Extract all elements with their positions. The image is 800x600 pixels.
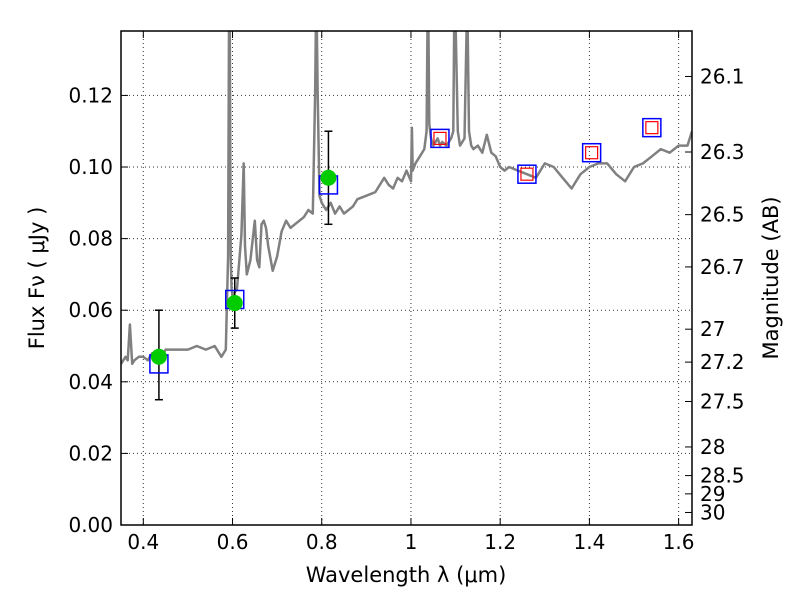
synthetic-square-marker bbox=[433, 131, 447, 145]
model-square-marker bbox=[581, 142, 602, 163]
x-tick-label: 1 bbox=[405, 530, 418, 554]
magnitude-tick-label: 27.5 bbox=[700, 390, 745, 414]
y-tick-label: 0.04 bbox=[68, 370, 113, 394]
magnitude-tick-label: 29 bbox=[700, 482, 725, 506]
magnitude-axis-label: Magnitude (AB) bbox=[759, 196, 783, 359]
magnitude-tick-label: 26.5 bbox=[700, 203, 745, 227]
x-tick-label: 0.6 bbox=[217, 530, 249, 554]
y-axis-label: Flux Fν ( μJy ) bbox=[25, 207, 49, 350]
magnitude-tick-label: 30 bbox=[700, 500, 725, 524]
photometry-point bbox=[320, 169, 337, 186]
model-square-marker bbox=[517, 164, 537, 184]
x-tick-label: 0.8 bbox=[306, 530, 338, 554]
plot-frame bbox=[120, 30, 693, 526]
spectrum-line bbox=[121, 31, 692, 366]
y-tick-label: 0.12 bbox=[68, 83, 113, 107]
magnitude-tick-label: 27.2 bbox=[700, 350, 745, 374]
plot-area bbox=[121, 31, 692, 401]
x-tick-label: 0.4 bbox=[127, 530, 159, 554]
photometry-point bbox=[150, 348, 167, 365]
axis-ticks: 0.4 0.6 0.8 1 1.2 1.4 1.6 0.00 0.02 0.04 0.06 0.08 0… bbox=[68, 31, 745, 554]
y-tick-label: 0.00 bbox=[68, 513, 113, 537]
model-square-marker bbox=[430, 128, 450, 149]
x-tick-label: 1.2 bbox=[484, 530, 516, 554]
x-axis-label: Wavelength λ (μm) bbox=[306, 563, 507, 587]
photometry-point bbox=[226, 295, 243, 312]
y-tick-label: 0.08 bbox=[68, 227, 113, 251]
magnitude-tick-label: 26.3 bbox=[700, 140, 745, 164]
y-tick-label: 0.06 bbox=[68, 298, 113, 322]
magnitude-tick-label: 26.7 bbox=[700, 255, 745, 279]
synthetic-square-marker bbox=[585, 146, 599, 160]
magnitude-tick-label: 28 bbox=[700, 435, 725, 459]
magnitude-tick-label: 26.1 bbox=[700, 64, 745, 88]
synthetic-square-marker bbox=[520, 167, 534, 181]
y-tick-label: 0.02 bbox=[68, 441, 113, 465]
x-tick-label: 1.6 bbox=[663, 530, 695, 554]
synthetic-square-marker bbox=[645, 121, 659, 135]
magnitude-tick-label: 28.5 bbox=[700, 464, 745, 488]
x-tick-label: 1.4 bbox=[573, 530, 605, 554]
model-square-marker bbox=[642, 117, 662, 138]
y-tick-label: 0.10 bbox=[68, 155, 113, 179]
magnitude-tick-label: 27 bbox=[700, 317, 725, 341]
